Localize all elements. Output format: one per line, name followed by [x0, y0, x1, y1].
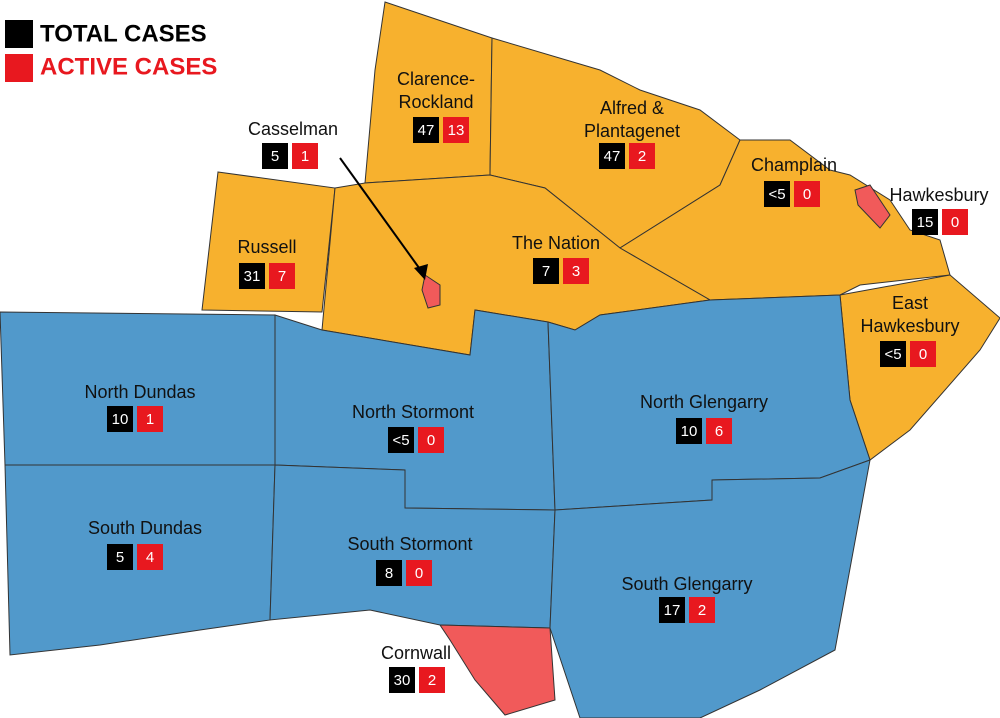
region-name: North Glengarry [640, 392, 768, 412]
arrow-head [414, 264, 428, 280]
region-name: South Dundas [88, 518, 202, 538]
legend-label: TOTAL CASES [40, 20, 207, 47]
active-box [706, 418, 732, 444]
total-box [659, 597, 685, 623]
active-box [419, 667, 445, 693]
total-box [676, 418, 702, 444]
region-name: Cornwall [381, 643, 451, 663]
total-box [599, 143, 625, 169]
total-value: <5 [884, 346, 901, 363]
total-value: 47 [604, 148, 621, 165]
total-value: 5 [116, 549, 124, 566]
total-value: 7 [542, 263, 550, 280]
total-value: 10 [681, 423, 698, 440]
active-box [942, 209, 968, 235]
total-value: 5 [271, 148, 279, 165]
region-name: Plantagenet [584, 121, 680, 141]
region-name: Rockland [398, 92, 473, 112]
total-value: 10 [112, 411, 129, 428]
region-shape [421, 274, 441, 309]
active-value: 7 [278, 268, 286, 285]
total-box [389, 667, 415, 693]
total-value: 17 [664, 602, 681, 619]
active-box [910, 341, 936, 367]
total-value: 30 [394, 672, 411, 689]
total-box [533, 258, 559, 284]
total-box [912, 209, 938, 235]
region-name: North Stormont [352, 402, 474, 422]
active-value: 0 [919, 346, 927, 363]
total-box [388, 427, 414, 453]
total-value: <5 [768, 186, 785, 203]
region-name: Champlain [751, 155, 837, 175]
legend-swatch [5, 54, 33, 82]
active-value: 0 [803, 186, 811, 203]
region-name: Clarence- [397, 69, 475, 89]
active-box [406, 560, 432, 586]
active-value: 2 [698, 602, 706, 619]
total-box [764, 181, 790, 207]
total-value: 15 [917, 214, 934, 231]
total-box [880, 341, 906, 367]
active-box [269, 263, 295, 289]
total-value: 8 [385, 565, 393, 582]
region-shape [549, 459, 871, 718]
legend-swatch [5, 20, 33, 48]
active-value: 1 [301, 148, 309, 165]
region-name: Hawkesbury [860, 316, 959, 336]
active-box [137, 406, 163, 432]
active-value: 2 [638, 148, 646, 165]
active-box [443, 117, 469, 143]
active-box [689, 597, 715, 623]
region-name: Alfred & [600, 98, 664, 118]
active-box [418, 427, 444, 453]
active-box [563, 258, 589, 284]
active-value: 0 [415, 565, 423, 582]
total-value: 31 [244, 268, 261, 285]
total-value: 47 [418, 122, 435, 139]
total-box [107, 406, 133, 432]
total-box [262, 143, 288, 169]
active-box [794, 181, 820, 207]
pointer-arrow [339, 157, 423, 273]
total-box [413, 117, 439, 143]
active-box [137, 544, 163, 570]
region-shape [439, 624, 556, 716]
active-box [629, 143, 655, 169]
region-shape [854, 184, 891, 229]
total-box [239, 263, 265, 289]
active-value: 6 [715, 423, 723, 440]
active-box [292, 143, 318, 169]
total-value: <5 [392, 432, 409, 449]
region-name: Hawkesbury [889, 185, 988, 205]
region-shape [201, 171, 336, 313]
active-value: 4 [146, 549, 154, 566]
active-value: 3 [572, 263, 580, 280]
region-name: Russell [237, 237, 296, 257]
region-name: South Stormont [347, 534, 472, 554]
region-name: South Glengarry [621, 574, 752, 594]
total-box [376, 560, 402, 586]
legend-label: ACTIVE CASES [40, 53, 217, 80]
active-value: 1 [146, 411, 154, 428]
active-value: 2 [428, 672, 436, 689]
active-value: 0 [951, 214, 959, 231]
active-value: 0 [427, 432, 435, 449]
active-value: 13 [448, 122, 465, 139]
region-name: North Dundas [84, 382, 195, 402]
region-name: The Nation [512, 233, 600, 253]
region-name: East [892, 293, 928, 313]
region-name: Casselman [248, 119, 338, 139]
total-box [107, 544, 133, 570]
